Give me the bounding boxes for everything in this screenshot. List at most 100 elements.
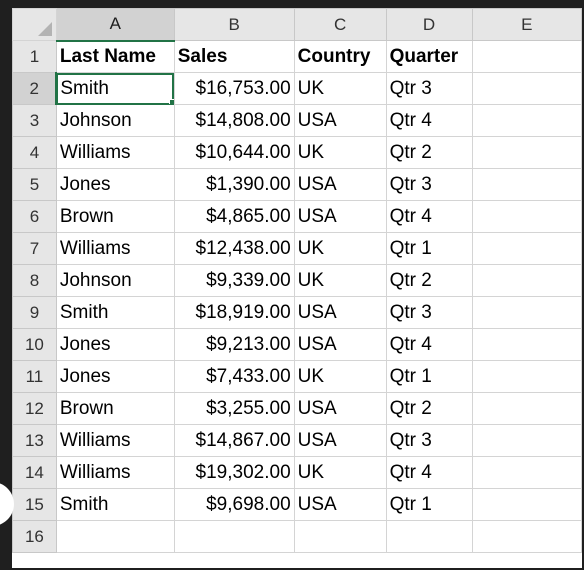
cell-b11[interactable]: $7,433.00 — [173, 360, 295, 393]
row-header-5[interactable]: 5 — [12, 168, 57, 201]
cell-e12[interactable] — [471, 392, 582, 425]
cell-c12[interactable]: USA — [293, 392, 387, 425]
cell-c11[interactable]: UK — [293, 360, 387, 393]
cell-d11[interactable]: Qtr 1 — [385, 360, 473, 393]
cell-a13[interactable]: Williams — [55, 424, 175, 457]
cell-a14[interactable]: Williams — [55, 456, 175, 489]
cell-e4[interactable] — [471, 136, 582, 169]
cell-b6[interactable]: $4,865.00 — [173, 200, 295, 233]
cell-a11[interactable]: Jones — [55, 360, 175, 393]
row-header-6[interactable]: 6 — [12, 200, 57, 233]
cell-d12[interactable]: Qtr 2 — [385, 392, 473, 425]
cell-e14[interactable] — [471, 456, 582, 489]
cell-e7[interactable] — [471, 232, 582, 265]
cell-a15[interactable]: Smith — [55, 488, 175, 521]
cell-b8[interactable]: $9,339.00 — [173, 264, 295, 297]
cell-c14[interactable]: UK — [293, 456, 387, 489]
row-header-9[interactable]: 9 — [12, 296, 57, 329]
row-header-1[interactable]: 1 — [12, 40, 57, 73]
cell-d1[interactable]: Quarter — [385, 40, 473, 73]
cell-a10[interactable]: Jones — [55, 328, 175, 361]
row-header-13[interactable]: 13 — [12, 424, 57, 457]
cell-e5[interactable] — [471, 168, 582, 201]
cell-a3[interactable]: Johnson — [55, 104, 175, 137]
column-header-e[interactable]: E — [471, 8, 582, 41]
cell-b3[interactable]: $14,808.00 — [173, 104, 295, 137]
select-all-button[interactable] — [12, 8, 57, 41]
cell-c10[interactable]: USA — [293, 328, 387, 361]
row-header-16[interactable]: 16 — [12, 520, 57, 553]
row-header-3[interactable]: 3 — [12, 104, 57, 137]
cell-e15[interactable] — [471, 488, 582, 521]
cell-b1[interactable]: Sales — [173, 40, 295, 73]
cell-e8[interactable] — [471, 264, 582, 297]
cell-d4[interactable]: Qtr 2 — [385, 136, 473, 169]
cell-b16[interactable] — [173, 520, 295, 553]
cell-b15[interactable]: $9,698.00 — [173, 488, 295, 521]
cell-d14[interactable]: Qtr 4 — [385, 456, 473, 489]
row-header-4[interactable]: 4 — [12, 136, 57, 169]
cell-a8[interactable]: Johnson — [55, 264, 175, 297]
cell-b13[interactable]: $14,867.00 — [173, 424, 295, 457]
cell-d8[interactable]: Qtr 2 — [385, 264, 473, 297]
cell-e3[interactable] — [471, 104, 582, 137]
column-header-d[interactable]: D — [385, 8, 473, 41]
cell-c2[interactable]: UK — [293, 72, 387, 105]
cell-e10[interactable] — [471, 328, 582, 361]
cell-e6[interactable] — [471, 200, 582, 233]
cell-a16[interactable] — [55, 520, 175, 553]
cell-b4[interactable]: $10,644.00 — [173, 136, 295, 169]
cell-e1[interactable] — [471, 40, 582, 73]
cell-d7[interactable]: Qtr 1 — [385, 232, 473, 265]
cell-d13[interactable]: Qtr 3 — [385, 424, 473, 457]
cell-d10[interactable]: Qtr 4 — [385, 328, 473, 361]
cell-d6[interactable]: Qtr 4 — [385, 200, 473, 233]
row-header-7[interactable]: 7 — [12, 232, 57, 265]
cell-e16[interactable] — [471, 520, 582, 553]
cell-c8[interactable]: UK — [293, 264, 387, 297]
cell-b12[interactable]: $3,255.00 — [173, 392, 295, 425]
cell-d5[interactable]: Qtr 3 — [385, 168, 473, 201]
cell-e11[interactable] — [471, 360, 582, 393]
cell-c7[interactable]: UK — [293, 232, 387, 265]
cell-a7[interactable]: Williams — [55, 232, 175, 265]
column-header-c[interactable]: C — [293, 8, 387, 41]
cell-e9[interactable] — [471, 296, 582, 329]
cell-e13[interactable] — [471, 424, 582, 457]
fill-handle[interactable] — [168, 99, 174, 104]
cell-d15[interactable]: Qtr 1 — [385, 488, 473, 521]
row-header-2[interactable]: 2 — [12, 72, 58, 105]
cell-e2[interactable] — [471, 72, 582, 105]
cell-c9[interactable]: USA — [293, 296, 387, 329]
cell-c13[interactable]: USA — [293, 424, 387, 457]
cell-a1[interactable]: Last Name — [55, 40, 175, 73]
cell-c3[interactable]: USA — [293, 104, 387, 137]
cell-b10[interactable]: $9,213.00 — [173, 328, 295, 361]
cell-a9[interactable]: Smith — [55, 296, 175, 329]
cell-c6[interactable]: USA — [293, 200, 387, 233]
row-header-10[interactable]: 10 — [12, 328, 57, 361]
cell-d3[interactable]: Qtr 4 — [385, 104, 473, 137]
cell-a5[interactable]: Jones — [55, 168, 175, 201]
column-header-a[interactable]: A — [55, 8, 175, 42]
cell-b9[interactable]: $18,919.00 — [173, 296, 295, 329]
cell-b2[interactable]: $16,753.00 — [173, 72, 295, 105]
cell-d2[interactable]: Qtr 3 — [385, 72, 473, 105]
cell-c16[interactable] — [293, 520, 387, 553]
cell-a4[interactable]: Williams — [55, 136, 175, 169]
cell-a2[interactable]: Smith — [55, 72, 175, 105]
row-header-14[interactable]: 14 — [12, 456, 57, 489]
cell-b7[interactable]: $12,438.00 — [173, 232, 295, 265]
cell-c15[interactable]: USA — [293, 488, 387, 521]
cell-c1[interactable]: Country — [293, 40, 387, 73]
cell-b14[interactable]: $19,302.00 — [173, 456, 295, 489]
row-header-8[interactable]: 8 — [12, 264, 57, 297]
cell-d16[interactable] — [385, 520, 473, 553]
cell-a6[interactable]: Brown — [55, 200, 175, 233]
cell-d9[interactable]: Qtr 3 — [385, 296, 473, 329]
row-header-15[interactable]: 15 — [12, 488, 57, 521]
column-header-b[interactable]: B — [173, 8, 295, 41]
row-header-11[interactable]: 11 — [12, 360, 57, 393]
cell-c4[interactable]: UK — [293, 136, 387, 169]
cell-a12[interactable]: Brown — [55, 392, 175, 425]
